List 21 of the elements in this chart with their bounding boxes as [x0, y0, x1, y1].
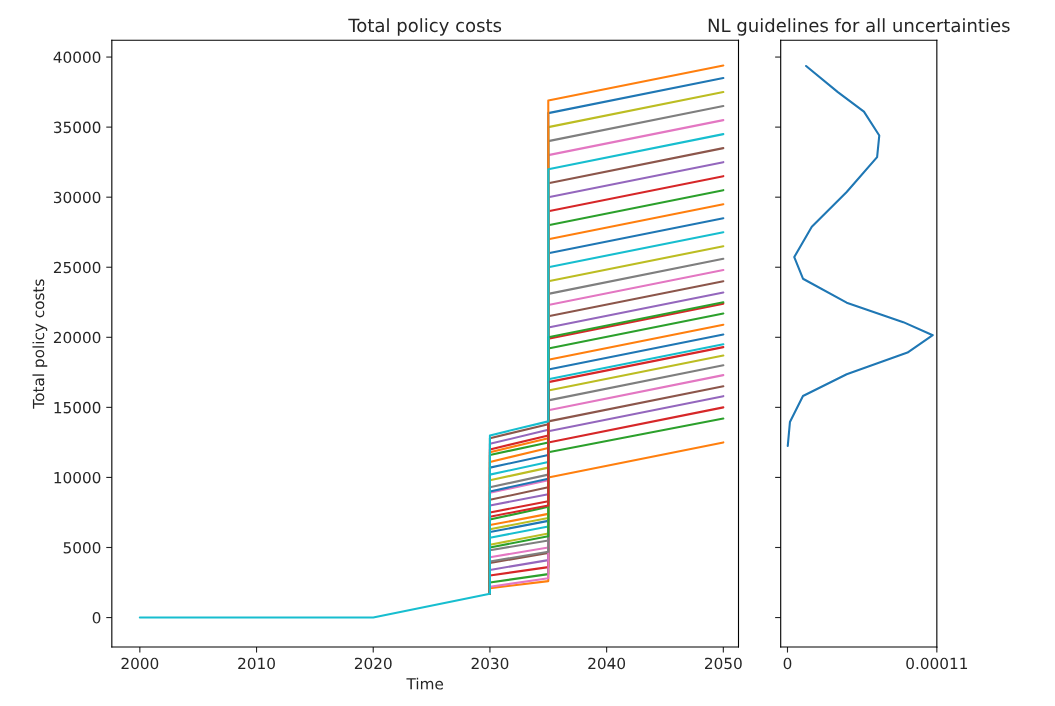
y-tick-label: 30000	[53, 191, 101, 204]
chart-title: NL guidelines for all uncertainties	[708, 18, 1010, 36]
x-tick-label: 2050	[705, 657, 742, 670]
x-tick-label: 0	[783, 657, 792, 670]
y-tick-label: 10000	[54, 471, 101, 484]
y-tick-label: 15000	[54, 401, 101, 414]
x-axis-title: Time	[406, 677, 444, 690]
y-tick-label: 20000	[53, 331, 101, 344]
x-tick-label: 2010	[238, 657, 275, 670]
y-tick-label: 35000	[53, 121, 101, 134]
chart-title: Total policy costs	[348, 18, 502, 36]
y-axis-title: Total policy costs	[32, 279, 48, 409]
x-tick-label: 2030	[471, 657, 509, 670]
y-tick-label: 40000	[53, 51, 101, 64]
x-tick-label: 2040	[588, 657, 626, 670]
y-tick-label: 0	[92, 612, 101, 624]
x-tick-label: 2020	[354, 657, 392, 670]
y-tick-label: 25000	[53, 261, 101, 274]
y-tick-label: 5000	[63, 541, 101, 554]
x-tick-label: 2000	[121, 657, 159, 670]
x-tick-label: 0.00011	[906, 657, 968, 670]
